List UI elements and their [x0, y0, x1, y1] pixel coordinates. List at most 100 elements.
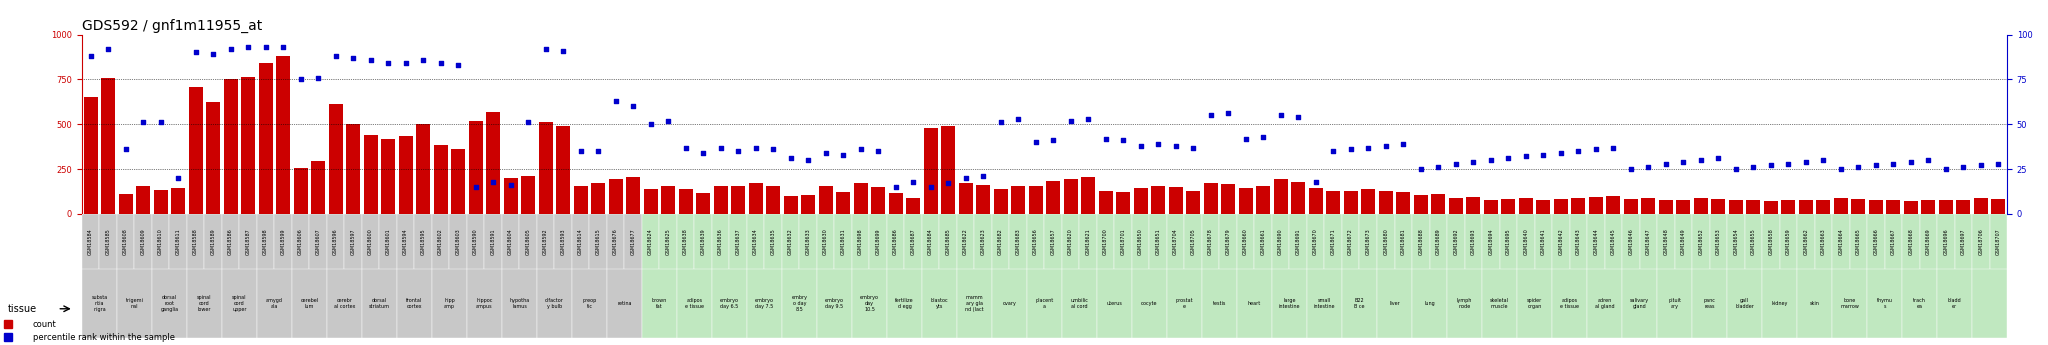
Text: GSM18662: GSM18662	[1804, 228, 1808, 255]
Bar	[1536, 199, 1550, 214]
Bar	[729, 214, 748, 269]
Bar	[258, 63, 272, 214]
Bar	[1886, 200, 1901, 214]
Bar	[571, 269, 606, 338]
Bar	[1237, 214, 1255, 269]
Text: amygd
ala: amygd ala	[266, 298, 283, 309]
Text: GSM18651: GSM18651	[1155, 228, 1161, 255]
Point	[809, 150, 842, 156]
Text: GSM18634: GSM18634	[754, 228, 758, 255]
Text: placent
a: placent a	[1036, 298, 1053, 309]
Bar	[748, 214, 764, 269]
Bar	[1587, 214, 1604, 269]
Text: GSM18640: GSM18640	[1524, 228, 1528, 255]
Text: GSM18681: GSM18681	[1401, 228, 1405, 255]
Text: pituit
ary: pituit ary	[1667, 298, 1681, 309]
Bar	[590, 214, 606, 269]
Bar	[311, 161, 326, 214]
Bar	[537, 269, 571, 338]
Bar	[782, 269, 817, 338]
Bar	[1483, 214, 1499, 269]
Bar	[240, 214, 256, 269]
Point	[721, 148, 754, 154]
Point	[793, 157, 825, 163]
Point	[670, 145, 702, 150]
Point	[1298, 179, 1331, 184]
Bar	[1587, 269, 1622, 338]
Bar	[502, 214, 520, 269]
Bar	[276, 56, 291, 214]
Bar	[1378, 190, 1393, 214]
Text: olfactor
y bulb: olfactor y bulb	[545, 298, 563, 309]
Bar	[100, 78, 115, 214]
Text: GSM18590: GSM18590	[473, 228, 477, 255]
Text: liver: liver	[1389, 301, 1401, 306]
Bar	[1501, 199, 1516, 214]
Text: GSM18687: GSM18687	[911, 228, 915, 255]
Text: GSM18632: GSM18632	[788, 228, 793, 255]
Text: GSM18630: GSM18630	[823, 228, 827, 255]
Bar	[293, 214, 309, 269]
Text: GSM18635: GSM18635	[770, 228, 776, 255]
Bar	[1167, 269, 1202, 338]
Bar	[993, 189, 1008, 214]
Bar	[1710, 214, 1726, 269]
Bar	[1780, 214, 1796, 269]
Text: bone
marrow: bone marrow	[1839, 298, 1860, 309]
Text: GSM18660: GSM18660	[1243, 228, 1247, 255]
Bar	[467, 214, 485, 269]
Bar	[799, 214, 817, 269]
Text: cerebel
lum: cerebel lum	[301, 298, 319, 309]
Text: GSM18671: GSM18671	[1331, 228, 1335, 255]
Text: GSM18673: GSM18673	[1366, 228, 1370, 255]
Bar	[328, 214, 344, 269]
Bar	[1098, 214, 1114, 269]
Bar	[1782, 199, 1796, 214]
Point	[1247, 134, 1280, 139]
Bar	[82, 214, 100, 269]
Bar	[451, 149, 465, 214]
Point	[1386, 141, 1419, 147]
Text: GSM18695: GSM18695	[1505, 228, 1511, 255]
Bar	[362, 214, 379, 269]
Point	[1106, 138, 1139, 143]
Text: GSM18614: GSM18614	[578, 228, 584, 255]
Text: GSM18622: GSM18622	[963, 228, 969, 255]
Text: GSM18606: GSM18606	[299, 228, 303, 255]
Text: GSM18621: GSM18621	[1085, 228, 1092, 255]
Text: skin: skin	[1810, 301, 1819, 306]
Text: GSM18611: GSM18611	[176, 228, 180, 255]
Bar	[1362, 189, 1376, 214]
Bar	[537, 214, 555, 269]
Text: GSM18648: GSM18648	[1663, 228, 1669, 255]
Text: brown
fat: brown fat	[651, 298, 668, 309]
Bar	[1327, 190, 1339, 214]
Text: GSM18697: GSM18697	[1960, 228, 1966, 255]
Point	[1090, 136, 1122, 141]
Point	[109, 147, 141, 152]
Text: GSM18707: GSM18707	[1997, 228, 2001, 255]
Bar	[1552, 269, 1587, 338]
Bar	[1640, 214, 1657, 269]
Text: GSM18688: GSM18688	[1419, 228, 1423, 255]
Bar	[1761, 269, 1796, 338]
Bar	[1098, 190, 1112, 214]
Point	[827, 152, 860, 157]
Bar	[1763, 201, 1778, 214]
Bar	[1499, 214, 1518, 269]
Bar	[1149, 214, 1167, 269]
Bar	[1815, 214, 1833, 269]
Bar	[1151, 186, 1165, 214]
Bar	[1343, 190, 1358, 214]
Bar	[1135, 188, 1147, 214]
Bar	[1202, 214, 1219, 269]
Bar	[223, 79, 238, 214]
Text: GSM18650: GSM18650	[1139, 228, 1143, 255]
Bar	[713, 214, 729, 269]
Text: GSM18649: GSM18649	[1681, 228, 1686, 255]
Text: percentile rank within the sample: percentile rank within the sample	[33, 333, 174, 342]
Bar	[713, 186, 727, 214]
Text: GSM18694: GSM18694	[1489, 228, 1493, 255]
Bar	[1937, 269, 1972, 338]
Bar	[432, 269, 467, 338]
